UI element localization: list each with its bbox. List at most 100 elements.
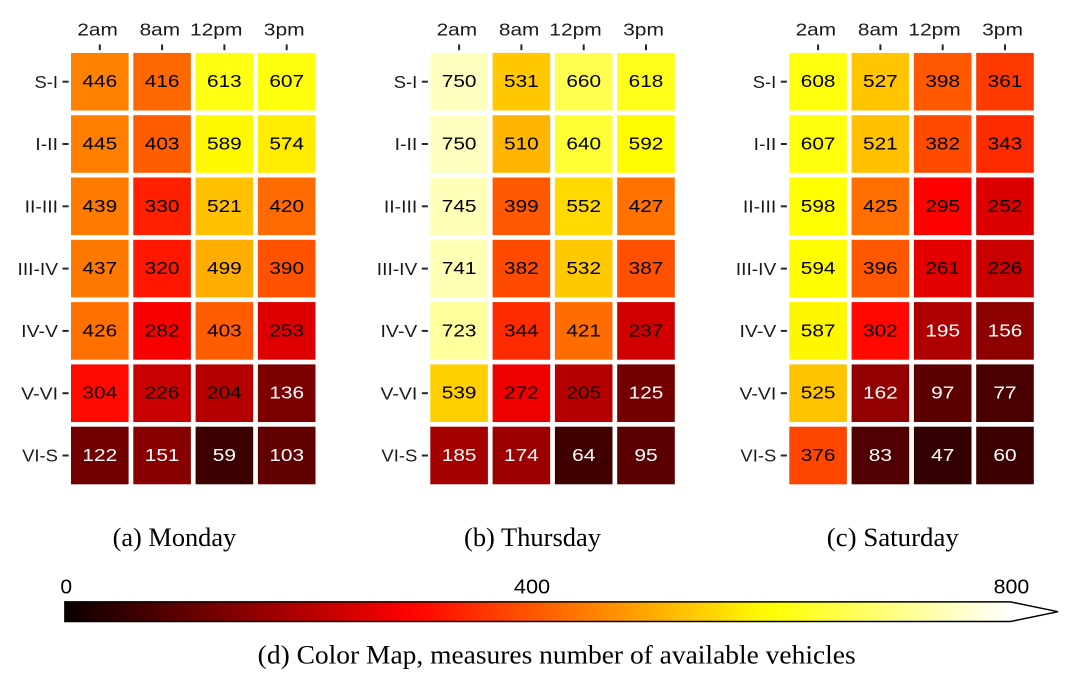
svg-text:151: 151 — [145, 445, 180, 465]
svg-text:253: 253 — [269, 320, 304, 340]
svg-text:12pm: 12pm — [908, 19, 960, 39]
svg-text:162: 162 — [863, 383, 898, 403]
svg-text:403: 403 — [207, 320, 242, 340]
svg-text:3pm: 3pm — [264, 19, 305, 39]
svg-text:2am: 2am — [796, 19, 837, 39]
svg-text:226: 226 — [145, 383, 180, 403]
svg-text:8am: 8am — [140, 19, 181, 39]
svg-text:I-II: I-II — [754, 134, 777, 154]
svg-text:421: 421 — [566, 320, 601, 340]
svg-text:95: 95 — [634, 445, 657, 465]
svg-text:III-IV: III-IV — [18, 259, 59, 279]
svg-text:420: 420 — [269, 196, 304, 216]
svg-text:531: 531 — [504, 71, 539, 91]
svg-text:587: 587 — [801, 320, 836, 340]
svg-text:539: 539 — [442, 383, 477, 403]
svg-text:125: 125 — [629, 383, 664, 403]
svg-text:195: 195 — [925, 320, 960, 340]
svg-text:S-I: S-I — [394, 72, 418, 92]
svg-text:607: 607 — [801, 134, 836, 154]
svg-text:IV-V: IV-V — [21, 321, 58, 341]
svg-text:III-IV: III-IV — [377, 259, 418, 279]
svg-text:302: 302 — [863, 320, 898, 340]
svg-text:387: 387 — [629, 258, 664, 278]
svg-text:III-IV: III-IV — [736, 259, 777, 279]
svg-text:344: 344 — [504, 320, 539, 340]
svg-text:(b) Thursday: (b) Thursday — [464, 522, 602, 552]
svg-text:S-I: S-I — [35, 72, 59, 92]
svg-text:592: 592 — [629, 134, 664, 154]
svg-text:V-VI: V-VI — [21, 383, 58, 403]
svg-text:3pm: 3pm — [623, 19, 664, 39]
svg-text:398: 398 — [925, 71, 960, 91]
svg-text:I-II: I-II — [35, 134, 58, 154]
svg-text:499: 499 — [207, 258, 242, 278]
svg-text:103: 103 — [269, 445, 304, 465]
svg-text:750: 750 — [442, 71, 477, 91]
svg-text:613: 613 — [207, 71, 242, 91]
svg-text:VI-S: VI-S — [381, 446, 417, 466]
svg-text:532: 532 — [566, 258, 601, 278]
svg-text:12pm: 12pm — [190, 19, 242, 39]
svg-text:60: 60 — [993, 445, 1017, 465]
svg-text:(d) Color Map, measures number: (d) Color Map, measures number of availa… — [258, 639, 856, 669]
svg-text:205: 205 — [566, 383, 601, 403]
svg-text:8am: 8am — [858, 19, 899, 39]
svg-text:445: 445 — [82, 134, 117, 154]
svg-text:521: 521 — [863, 134, 898, 154]
svg-text:64: 64 — [572, 445, 596, 465]
svg-text:2am: 2am — [77, 19, 118, 39]
svg-text:IV-V: IV-V — [381, 321, 418, 341]
svg-text:382: 382 — [504, 258, 539, 278]
svg-text:VI-S: VI-S — [740, 446, 776, 466]
svg-text:607: 607 — [269, 71, 304, 91]
svg-text:156: 156 — [988, 320, 1023, 340]
svg-text:(c) Saturday: (c) Saturday — [827, 522, 960, 552]
svg-text:V-VI: V-VI — [381, 383, 418, 403]
svg-text:237: 237 — [629, 320, 664, 340]
svg-text:320: 320 — [145, 258, 180, 278]
svg-text:521: 521 — [207, 196, 242, 216]
svg-text:47: 47 — [931, 445, 954, 465]
svg-text:439: 439 — [82, 196, 117, 216]
svg-text:II-III: II-III — [743, 197, 776, 217]
svg-text:416: 416 — [145, 71, 180, 91]
svg-text:(a) Monday: (a) Monday — [113, 522, 237, 552]
svg-text:437: 437 — [82, 258, 117, 278]
svg-text:122: 122 — [82, 445, 117, 465]
svg-text:745: 745 — [442, 196, 477, 216]
svg-text:390: 390 — [269, 258, 304, 278]
svg-text:S-I: S-I — [753, 72, 777, 92]
svg-text:589: 589 — [207, 134, 242, 154]
svg-text:425: 425 — [863, 196, 898, 216]
svg-text:8am: 8am — [499, 19, 540, 39]
svg-text:426: 426 — [82, 320, 117, 340]
svg-text:II-III: II-III — [384, 197, 417, 217]
svg-text:330: 330 — [145, 196, 180, 216]
svg-text:403: 403 — [145, 134, 180, 154]
svg-text:2am: 2am — [437, 19, 478, 39]
svg-text:376: 376 — [801, 445, 836, 465]
svg-text:I-II: I-II — [395, 134, 418, 154]
svg-text:204: 204 — [207, 383, 242, 403]
svg-text:261: 261 — [925, 258, 960, 278]
svg-text:282: 282 — [145, 320, 180, 340]
svg-text:77: 77 — [993, 383, 1016, 403]
svg-text:343: 343 — [988, 134, 1023, 154]
svg-text:741: 741 — [442, 258, 477, 278]
svg-text:594: 594 — [801, 258, 836, 278]
svg-text:598: 598 — [801, 196, 836, 216]
svg-text:136: 136 — [269, 383, 304, 403]
svg-text:272: 272 — [504, 383, 539, 403]
svg-text:361: 361 — [988, 71, 1023, 91]
svg-text:12pm: 12pm — [549, 19, 601, 39]
svg-text:608: 608 — [801, 71, 836, 91]
svg-text:252: 252 — [988, 196, 1023, 216]
svg-text:427: 427 — [629, 196, 664, 216]
svg-text:800: 800 — [994, 575, 1030, 598]
svg-text:174: 174 — [504, 445, 539, 465]
svg-text:VI-S: VI-S — [22, 446, 58, 466]
svg-text:640: 640 — [566, 134, 601, 154]
svg-text:552: 552 — [566, 196, 601, 216]
svg-text:723: 723 — [442, 320, 477, 340]
